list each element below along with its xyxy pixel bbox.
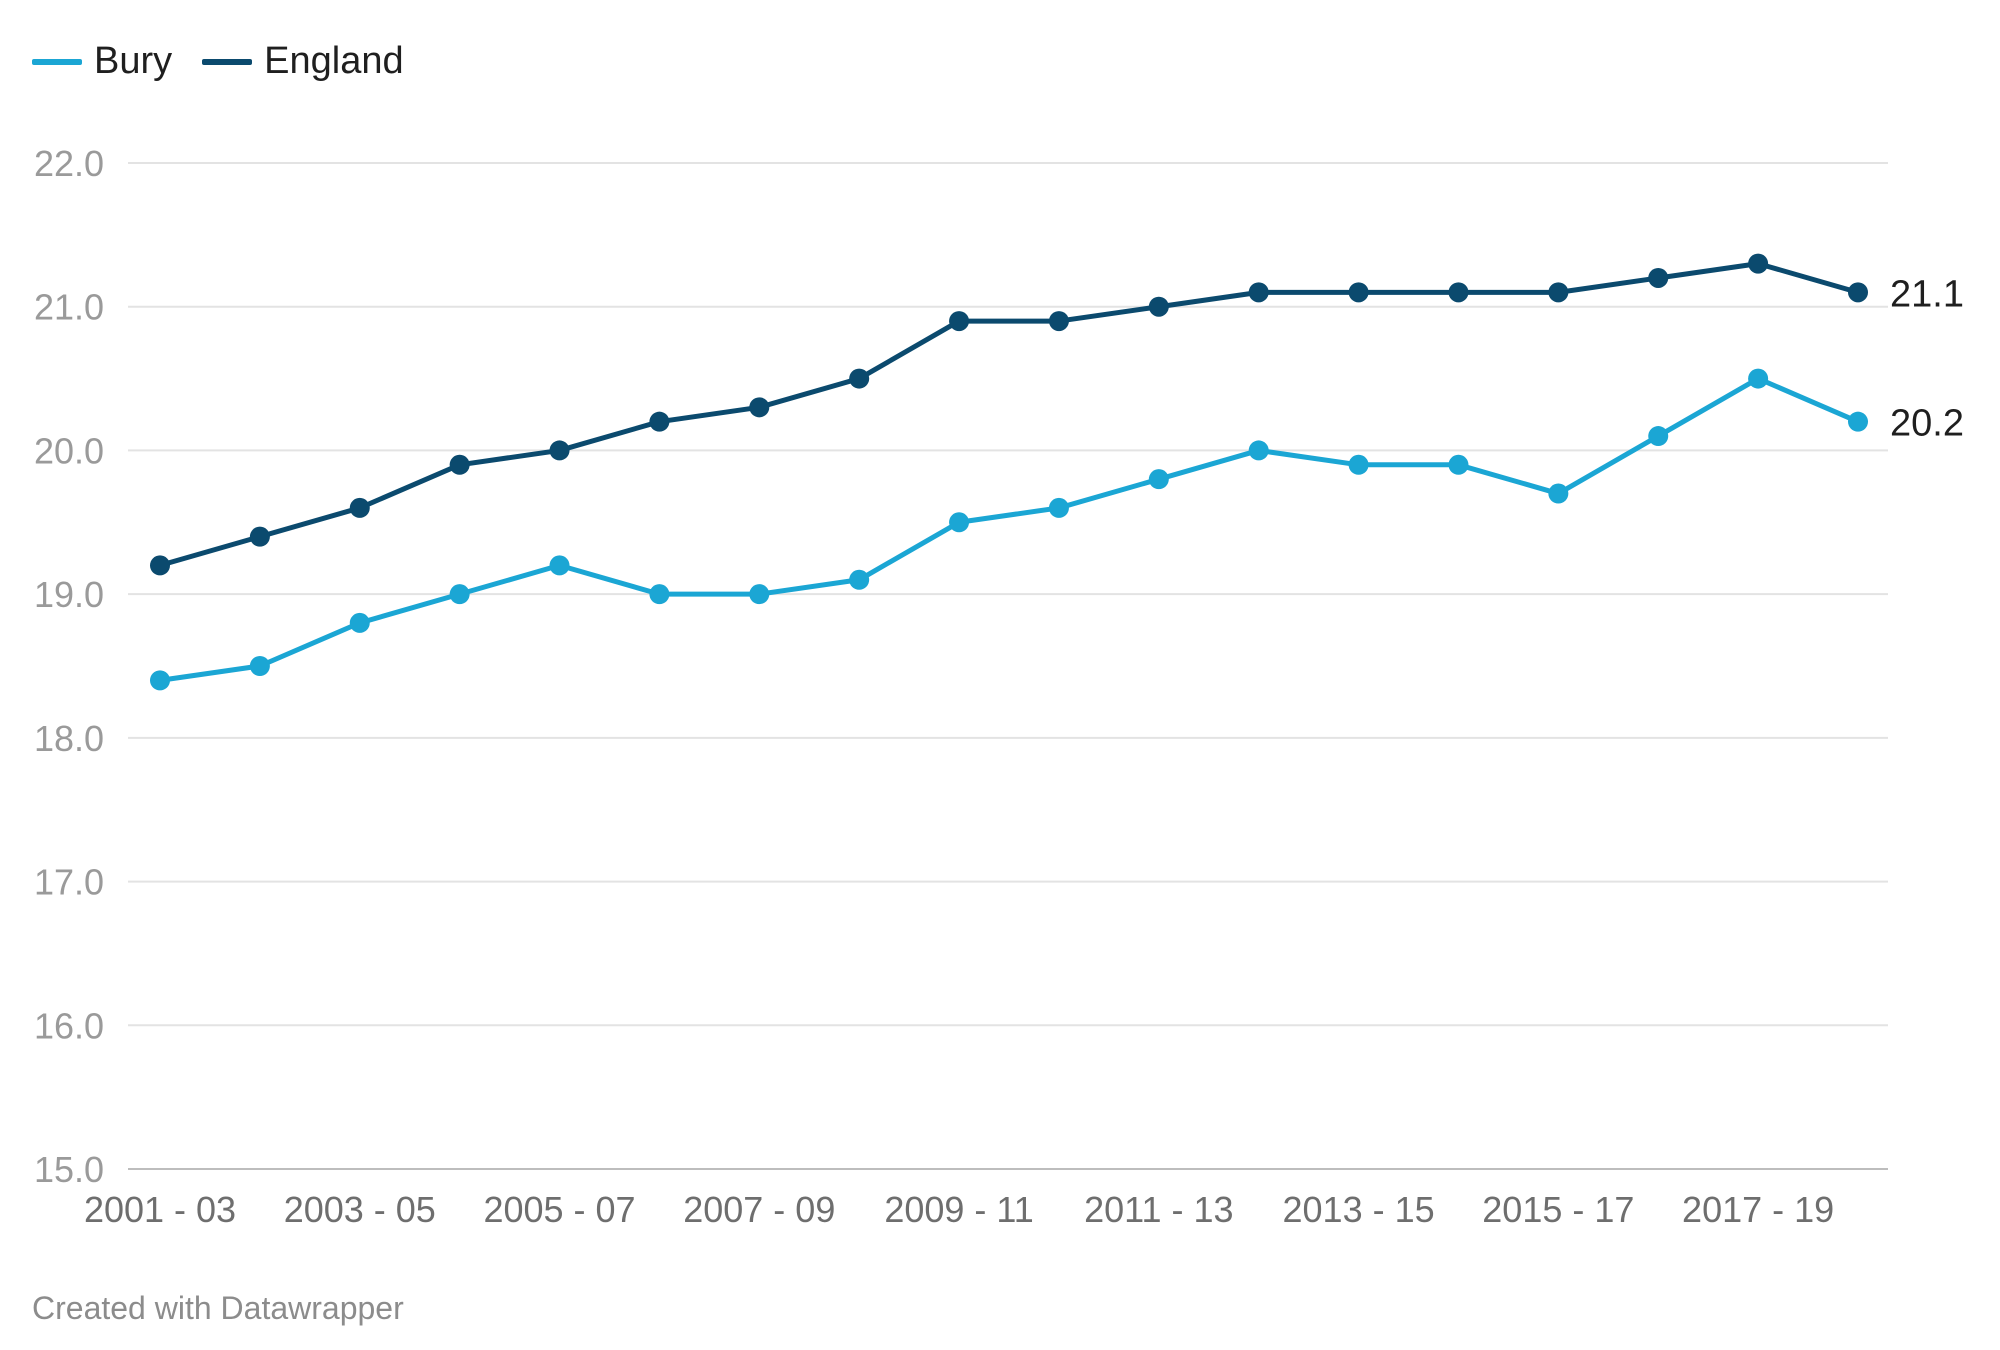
x-tick-label: 2009 - 11 [884,1189,1033,1230]
y-tick-label: 21.0 [34,287,104,328]
data-point-england [1048,311,1069,332]
x-tick-label: 2013 - 15 [1283,1189,1435,1230]
y-tick-label: 15.0 [34,1149,104,1190]
end-label-layer: 20.2 21.1 [1890,273,1964,444]
footer-credit: Created with Datawrapper [32,1290,404,1326]
data-point-bury [150,670,170,691]
data-point-england [349,497,370,518]
data-point-bury [249,656,270,676]
y-tick-label: 19.0 [34,574,104,615]
data-point-bury [1348,454,1369,475]
y-tick-label: 16.0 [34,1005,104,1046]
series-line-england [157,261,1861,568]
x-tick-label: 2015 - 17 [1482,1189,1634,1230]
data-point-england [249,526,270,547]
data-point-england [1748,253,1769,274]
end-label-england: 21.1 [1890,273,1964,315]
data-point-england [1348,282,1369,303]
data-point-bury [1148,469,1169,490]
data-point-england [949,311,970,332]
y-tick-label: 18.0 [34,718,104,759]
series-line-bury [157,376,1861,683]
legend-label-england: England [264,40,404,82]
series-layer [150,253,1868,691]
data-point-bury [1548,483,1569,504]
data-point-england [1148,296,1169,317]
data-point-bury [449,584,470,605]
data-point-bury [1748,368,1769,389]
data-point-bury [1248,440,1269,461]
data-point-bury [749,584,770,605]
data-point-england [849,368,870,389]
y-tick-label: 22.0 [34,143,104,184]
y-axis: 22.0 21.0 20.0 19.0 18.0 17.0 16.0 15.0 [34,143,104,1190]
data-point-england [449,454,470,475]
legend-swatch-bury [32,58,82,65]
grid-layer [128,162,1888,1170]
data-point-england [549,440,570,461]
data-point-england [749,397,770,418]
data-point-bury [1448,454,1469,475]
data-point-england [1648,267,1669,288]
data-point-england [1848,282,1868,303]
x-tick-label: 2005 - 07 [483,1189,635,1230]
data-point-england [649,411,670,432]
chart-legend: Bury England [32,40,404,83]
x-tick-label: 2003 - 05 [284,1189,436,1230]
data-point-bury [1048,497,1069,518]
end-label-bury: 20.2 [1890,403,1964,445]
legend-item-bury: Bury [32,40,172,83]
y-tick-label: 20.0 [34,430,104,471]
legend-label-bury: Bury [94,40,173,82]
data-point-england [150,555,170,576]
data-point-bury [549,555,570,576]
y-tick-label: 17.0 [34,862,104,903]
legend-item-england: England [202,40,404,83]
data-point-england [1548,282,1569,303]
x-tick-label: 2011 - 13 [1084,1189,1233,1230]
x-tick-label: 2007 - 09 [683,1189,835,1230]
data-point-bury [349,612,370,633]
data-point-bury [649,584,670,605]
x-axis: 2001 - 03 2003 - 05 2005 - 07 2007 - 09 2009… [84,1189,1834,1230]
data-point-england [1248,282,1269,303]
legend-swatch-england [202,58,253,65]
data-point-england [1448,282,1469,303]
x-tick-label: 2001 - 03 [84,1189,236,1230]
data-point-bury [849,569,870,590]
data-point-bury [1648,426,1669,447]
data-point-bury [1848,411,1868,432]
x-tick-label: 2017 - 19 [1682,1189,1834,1230]
data-point-bury [949,512,970,533]
